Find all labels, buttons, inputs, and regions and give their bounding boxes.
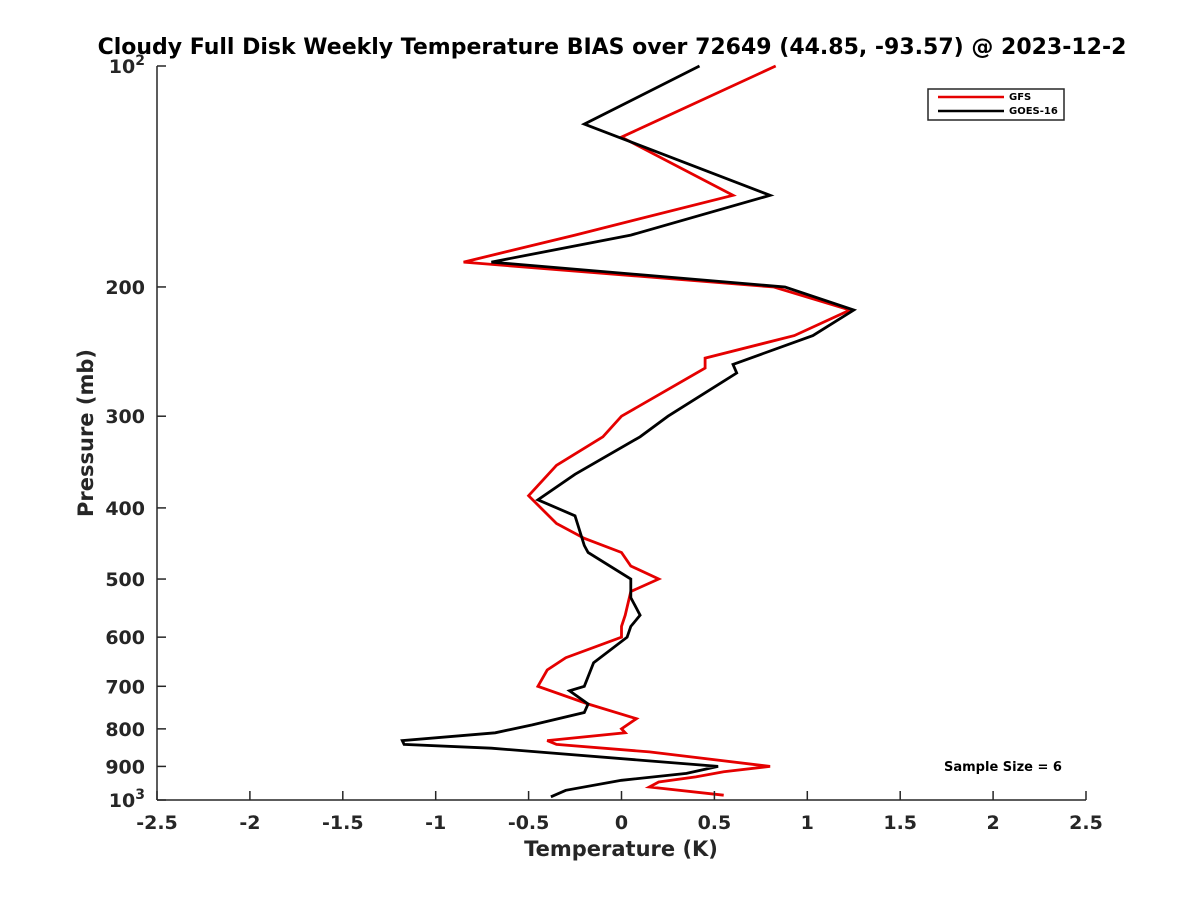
chart-title: Cloudy Full Disk Weekly Temperature BIAS… — [98, 35, 1127, 60]
sample-size-annotation: Sample Size = 6 — [944, 760, 1062, 775]
axes-layer — [156, 66, 1086, 801]
x-tick-label: 0 — [615, 812, 628, 834]
y-tick-label: 800 — [105, 719, 145, 741]
x-tick-label: 0.5 — [698, 812, 732, 834]
legend-box — [927, 88, 1065, 121]
series-layer — [400, 64, 858, 799]
x-tick-label: -1.5 — [322, 812, 364, 834]
y-tick-label: 103 — [109, 787, 145, 812]
x-axis-label: Temperature (K) — [524, 837, 718, 861]
series-line-goes16 — [400, 64, 858, 799]
x-tick-label: -2.5 — [136, 812, 178, 834]
ticks-layer: -2.5 -2 -1.5 -1 -0.5 0 0.5 1 1.5 2 2.5 102 200 300 400… — [105, 53, 1103, 834]
x-tick-label: 2.5 — [1069, 812, 1103, 834]
x-tick-label: -0.5 — [508, 812, 550, 834]
legend-label-gfs: GFS — [1009, 92, 1031, 103]
y-tick-label: 300 — [105, 406, 145, 428]
y-axis-label: Pressure (mb) — [74, 349, 98, 517]
legend: GFS GOES-16 — [927, 88, 1065, 121]
y-tick-label: 900 — [105, 756, 145, 778]
y-tick-label: 500 — [105, 569, 145, 591]
x-tick-label: -1 — [425, 812, 446, 834]
y-tick-label: 600 — [105, 627, 145, 649]
legend-label-goes16: GOES-16 — [1009, 106, 1058, 117]
y-tick-label: 400 — [105, 498, 145, 520]
x-tick-label: 1 — [801, 812, 814, 834]
x-tick-label: 1.5 — [883, 812, 917, 834]
y-tick-label: 700 — [105, 676, 145, 698]
x-tick-label: -2 — [239, 812, 260, 834]
y-tick-label: 102 — [109, 53, 145, 78]
x-tick-label: 2 — [986, 812, 999, 834]
y-tick-label: 200 — [105, 277, 145, 299]
series-line-gfs — [463, 64, 854, 797]
